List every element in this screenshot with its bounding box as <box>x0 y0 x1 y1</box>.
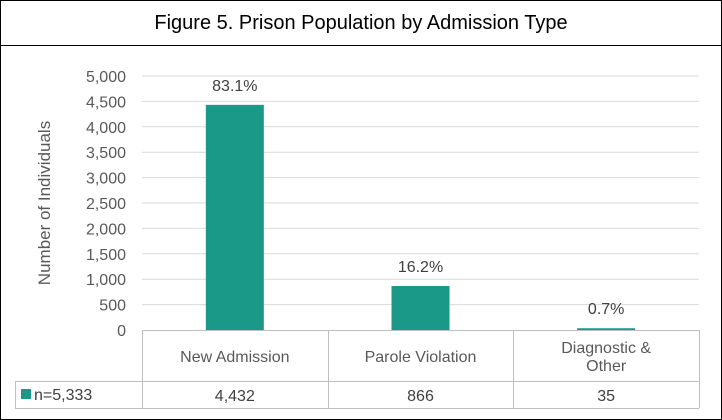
data-label: 0.7% <box>588 301 624 318</box>
table-value: 866 <box>407 388 434 405</box>
bars <box>205 104 636 330</box>
chart-title: Figure 5. Prison Population by Admission… <box>154 11 568 34</box>
legend-series-name: n=5,333 <box>34 387 92 404</box>
x-category-label: New Admission <box>180 349 289 366</box>
bar <box>205 104 264 330</box>
y-tick-label: 3,500 <box>86 145 126 162</box>
y-tick-label: 3,000 <box>86 171 126 188</box>
legend-key <box>21 389 31 399</box>
y-axis-ticks: 0 500 1,000 1,500 2,000 2,500 3,000 3,500 4,000 4… <box>86 69 126 340</box>
y-tick-label: 2,500 <box>86 196 126 213</box>
y-tick-label: 5,000 <box>86 69 126 86</box>
y-tick-label: 0 <box>117 323 126 340</box>
y-tick-label: 1,500 <box>86 247 126 264</box>
x-category-label: Parole Violation <box>365 349 477 366</box>
data-label: 16.2% <box>398 259 443 276</box>
y-tick-label: 2,000 <box>86 221 126 238</box>
y-tick-label: 1,000 <box>86 272 126 289</box>
table-value: 35 <box>597 388 615 405</box>
bar <box>391 286 450 330</box>
y-axis-label: Number of Individuals <box>35 121 54 285</box>
y-tick-label: 500 <box>99 298 126 315</box>
bar <box>577 328 636 330</box>
y-tick-label: 4,000 <box>86 120 126 137</box>
data-label: 83.1% <box>212 78 257 95</box>
x-category-label: Diagnostic & Other <box>561 340 651 375</box>
y-tick-label: 4,500 <box>86 94 126 111</box>
table-value: 4,432 <box>215 388 255 405</box>
chart-title-bar: Figure 5. Prison Population by Admission… <box>1 1 721 46</box>
data-labels: 83.1% 16.2% 0.7% <box>212 78 624 318</box>
data-table: New Admission Parole Violation Diagnostic … <box>15 330 700 409</box>
